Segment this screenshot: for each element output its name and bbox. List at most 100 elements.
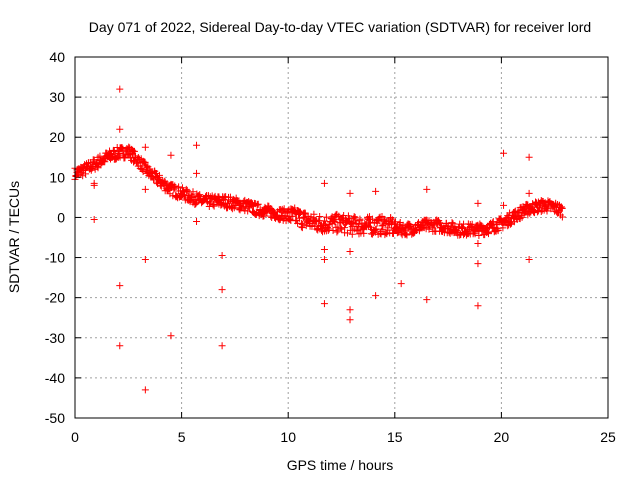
trend-point <box>436 219 444 227</box>
y-tick-label: 40 <box>49 49 65 65</box>
outlier-point <box>525 256 533 264</box>
trend-point <box>139 168 147 176</box>
trend-point <box>379 221 387 229</box>
outlier-point <box>346 316 354 324</box>
trend-point <box>296 214 303 222</box>
trend-point <box>403 231 411 239</box>
y-tick-label: -30 <box>45 330 65 346</box>
trend-point <box>378 222 386 230</box>
trend-point <box>422 225 430 233</box>
outlier-point <box>141 256 149 264</box>
outlier-point <box>167 151 175 159</box>
trend-point <box>286 215 294 223</box>
trend-point <box>338 225 346 233</box>
outlier-point <box>346 248 354 256</box>
x-tick-label: 25 <box>600 429 616 445</box>
x-axis-label: GPS time / hours <box>287 457 394 473</box>
trend-point <box>333 228 341 236</box>
outlier-point <box>116 342 124 350</box>
outlier-point <box>423 185 431 193</box>
trend-point <box>350 213 358 221</box>
trend-point <box>296 208 304 216</box>
trend-point <box>110 147 118 155</box>
trend-point <box>253 201 261 209</box>
outlier-point <box>525 189 533 197</box>
outlier-point <box>193 217 201 225</box>
trend-point <box>425 225 433 233</box>
trend-point <box>366 219 374 227</box>
trend-point <box>210 202 218 210</box>
outlier-point <box>167 332 175 340</box>
trend-point <box>406 221 414 229</box>
outlier-point <box>372 187 380 195</box>
trend-point <box>558 213 566 221</box>
trend-point <box>448 219 456 227</box>
y-tick-label: 0 <box>57 209 65 225</box>
outlier-point <box>116 282 124 290</box>
outlier-point <box>193 141 201 149</box>
outlier-point <box>320 179 328 187</box>
trend-point <box>356 215 364 223</box>
x-tick-label: 15 <box>387 429 403 445</box>
x-tick-label: 0 <box>71 429 79 445</box>
trend-point <box>518 213 526 221</box>
outlier-point <box>320 256 328 264</box>
outlier-point <box>141 143 149 151</box>
y-axis-label: SDTVAR / TECUs <box>6 181 22 293</box>
trend-point <box>260 212 268 220</box>
trend-point <box>170 185 178 193</box>
outlier-point <box>423 296 431 304</box>
trend-point <box>543 207 551 215</box>
trend-point <box>534 207 542 215</box>
outlier-point <box>218 286 226 294</box>
trend-point <box>391 218 399 226</box>
outlier-point <box>474 240 482 248</box>
y-tick-label: -50 <box>45 410 65 426</box>
trend-point <box>457 230 465 238</box>
outlier-point <box>500 201 508 209</box>
trend-point <box>155 171 163 179</box>
trend-point <box>289 212 297 220</box>
outlier-point <box>218 252 226 260</box>
y-tick-label: 20 <box>49 129 65 145</box>
y-tick-label: -10 <box>45 250 65 266</box>
outlier-point <box>193 169 201 177</box>
trend-point <box>115 148 123 156</box>
trend-point <box>531 209 539 217</box>
trend-point <box>94 164 102 172</box>
trend-point <box>394 228 402 236</box>
trend-point <box>118 144 126 152</box>
outlier-point <box>474 260 482 268</box>
trend-point <box>130 147 138 155</box>
trend-point <box>558 204 566 212</box>
outlier-point <box>474 302 482 310</box>
trend-point <box>206 199 214 207</box>
trend-point <box>222 193 230 201</box>
trend-point <box>384 224 392 232</box>
trend-point <box>388 219 396 227</box>
trend-point <box>557 203 565 211</box>
trend-point <box>178 184 186 192</box>
outlier-point <box>346 306 354 314</box>
outlier-point <box>346 189 354 197</box>
y-tick-label: -20 <box>45 290 65 306</box>
trend-point <box>526 209 534 217</box>
y-tick-label: -40 <box>45 370 65 386</box>
outlier-point <box>372 292 380 300</box>
trend-point <box>308 222 316 230</box>
trend-point <box>96 152 104 160</box>
outlier-point <box>116 125 124 133</box>
outlier-point <box>90 215 98 223</box>
trend-point <box>171 182 179 190</box>
trend-point <box>331 218 339 226</box>
trend-point <box>523 200 531 208</box>
outlier-point <box>397 280 405 288</box>
trend-point <box>537 207 545 215</box>
trend-point <box>101 158 109 166</box>
chart-title: Day 071 of 2022, Sidereal Day-to-day VTE… <box>89 19 591 35</box>
data-points <box>71 85 566 394</box>
outlier-point <box>474 199 482 207</box>
trend-point <box>502 217 510 225</box>
trend-point <box>353 226 361 234</box>
